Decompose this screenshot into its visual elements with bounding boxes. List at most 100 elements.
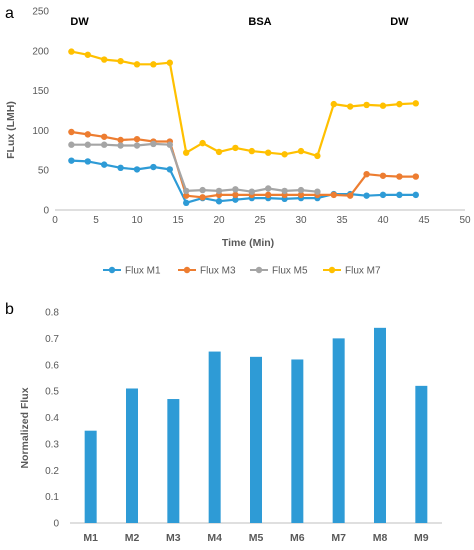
- x-tick-label: 50: [459, 215, 471, 226]
- y-tick-label: 150: [32, 86, 49, 97]
- y-tick-label: 0.6: [45, 360, 59, 371]
- data-point: [248, 147, 255, 155]
- data-point: [199, 194, 206, 201]
- legend-entry: Flux M1: [125, 266, 161, 277]
- data-point: [297, 191, 305, 199]
- panel-label-a: a: [5, 5, 14, 22]
- data-point: [396, 100, 403, 108]
- x-tick-label: 45: [418, 215, 430, 226]
- annotation-label: DW: [70, 16, 89, 28]
- data-point: [199, 186, 206, 194]
- bar-m9: [415, 385, 428, 523]
- x-tick-label: M2: [125, 532, 140, 544]
- x-tick-label: 30: [295, 215, 307, 226]
- data-point: [265, 149, 272, 156]
- data-point: [265, 191, 272, 199]
- data-point: [379, 102, 387, 109]
- annotation-label: DW: [390, 16, 409, 28]
- data-point: [363, 101, 370, 109]
- series-line-flux-m7: [71, 50, 416, 157]
- data-point: [314, 188, 321, 195]
- data-point: [379, 172, 387, 179]
- data-point: [101, 161, 108, 168]
- y-tick-label: 50: [38, 166, 50, 177]
- series-line-flux-m1: [71, 159, 416, 204]
- data-point: [412, 100, 419, 107]
- x-tick-label: 5: [93, 215, 99, 226]
- legend-swatch-marker: [255, 266, 263, 274]
- y-tick-label: 100: [32, 126, 49, 137]
- y-tick-label: 200: [32, 46, 49, 57]
- legend-entry: Flux M7: [345, 266, 381, 277]
- bar-m7: [332, 338, 345, 523]
- data-point: [117, 57, 124, 65]
- bar-m5: [250, 356, 262, 523]
- y-tick-label: 0.2: [45, 466, 59, 477]
- data-point: [232, 191, 239, 199]
- x-tick-label: 10: [131, 215, 143, 226]
- bar-m6: [291, 359, 304, 523]
- data-point: [347, 103, 354, 110]
- data-point: [248, 188, 255, 195]
- data-point: [232, 186, 239, 193]
- data-point: [117, 136, 124, 144]
- y-tick-label: 250: [32, 7, 49, 18]
- data-point: [150, 61, 157, 68]
- y-axis-title: FLux (LMH): [5, 101, 17, 159]
- legend-entry: Flux M5: [272, 266, 308, 277]
- y-tick-label: 0.7: [45, 334, 59, 345]
- bar-chart-plot-area: 0 0.1 0.2 0.3 0.4 0.5 0.6 0.7 0.8 M1 M2 M3 M4 M5 M6 M7 M…: [45, 308, 442, 544]
- x-tick-label: 40: [377, 215, 389, 226]
- data-point: [117, 164, 124, 172]
- data-point: [215, 187, 223, 195]
- legend-swatch-marker: [108, 266, 116, 274]
- data-point: [133, 61, 141, 68]
- data-point: [84, 51, 92, 58]
- x-tick-label: 35: [336, 215, 348, 226]
- data-point: [68, 157, 75, 164]
- y-tick-label: 0: [53, 519, 59, 530]
- data-point: [68, 48, 75, 55]
- data-point: [215, 198, 223, 205]
- data-point: [183, 192, 190, 199]
- data-point: [133, 142, 141, 149]
- x-tick-label: M1: [83, 532, 98, 544]
- bar-m3: [167, 399, 180, 523]
- data-point: [265, 185, 272, 192]
- bar-m8: [374, 327, 386, 523]
- x-tick-label: M8: [373, 532, 388, 544]
- data-point: [68, 141, 75, 148]
- x-tick-label: M3: [166, 532, 181, 544]
- series-line-flux-m5: [71, 142, 318, 193]
- data-point: [101, 133, 108, 140]
- data-point: [330, 191, 337, 199]
- line-chart-plot-area: 0 5 10 15 20 25 30 35 40 45 50 0 50 100 150 200 250 DW BSA…: [32, 7, 471, 227]
- legend: Flux M1 Flux M3 Flux M5 Flux M7: [103, 266, 381, 277]
- data-point: [183, 187, 190, 195]
- data-point: [68, 128, 75, 136]
- y-tick-label: 0.3: [45, 439, 59, 450]
- data-point: [84, 141, 92, 148]
- data-point: [379, 191, 387, 199]
- data-point: [297, 147, 305, 155]
- data-point: [101, 56, 108, 63]
- y-tick-label: 0.5: [45, 387, 59, 398]
- data-point: [150, 140, 157, 148]
- data-point: [183, 149, 190, 156]
- y-tick-label: 0.1: [45, 492, 59, 503]
- x-tick-label: M9: [414, 532, 429, 544]
- data-point: [396, 173, 403, 180]
- data-point: [347, 192, 354, 199]
- data-point: [314, 152, 321, 160]
- x-tick-label: M7: [331, 532, 346, 544]
- legend-swatch-marker: [183, 266, 191, 274]
- data-point: [101, 141, 108, 148]
- annotation-label: BSA: [248, 16, 271, 28]
- data-point: [150, 163, 157, 171]
- data-point: [84, 158, 92, 165]
- data-point: [330, 100, 337, 108]
- data-point: [166, 59, 173, 66]
- series-line-flux-m3: [71, 130, 416, 199]
- legend-entry: Flux M3: [200, 266, 236, 277]
- data-point: [166, 141, 173, 148]
